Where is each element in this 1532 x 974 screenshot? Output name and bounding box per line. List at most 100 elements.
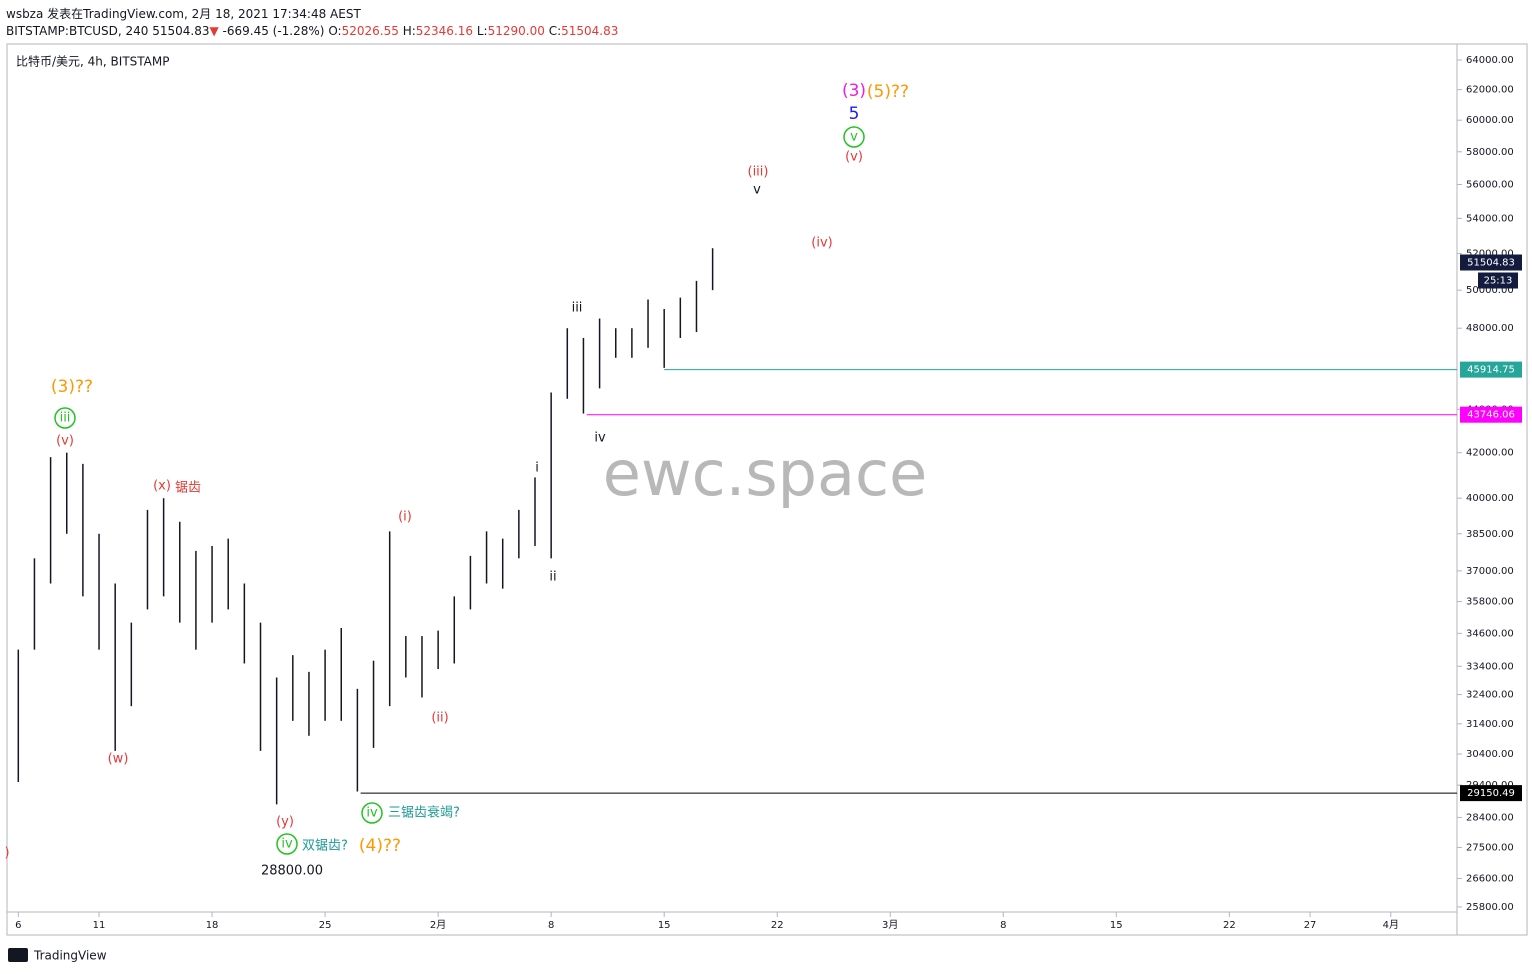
annotation: ): [4, 846, 9, 861]
y-tick-label: 62000.00: [1466, 85, 1514, 96]
y-tick-label: 50000.00: [1466, 285, 1514, 296]
y-tick-label: 34600.00: [1466, 628, 1514, 639]
x-tick-label: 8: [1000, 920, 1006, 931]
annotation: (4)??: [359, 836, 401, 856]
annotation: i: [535, 461, 539, 476]
annotation: (x): [153, 479, 171, 494]
level-tag-label: 45914.75: [1467, 365, 1515, 376]
annotation: v: [753, 183, 761, 198]
y-tick-label: 25800.00: [1466, 902, 1514, 913]
y-tick-label: 42000.00: [1466, 448, 1514, 459]
y-tick-label: 38500.00: [1466, 529, 1514, 540]
annotation: 锯齿: [175, 481, 201, 496]
x-tick-label: 8: [548, 920, 554, 931]
annotation: (5)??: [867, 82, 909, 102]
x-tick-label: 22: [1223, 920, 1236, 931]
annotation-circle: [361, 802, 383, 824]
annotation-circle: [843, 126, 865, 148]
level-tag-label: 43746.06: [1467, 410, 1515, 421]
arrow: ▼: [209, 24, 219, 38]
annotation: (w): [108, 752, 129, 767]
l-label: L:: [476, 24, 488, 38]
x-tick-label: 6: [15, 920, 21, 931]
x-tick-label: 11: [93, 920, 106, 931]
annotation: (ii): [431, 711, 448, 726]
x-tick-label: 22: [771, 920, 784, 931]
annotation-circle: [54, 407, 76, 429]
brand: TradingView: [33, 949, 107, 963]
quote-line: BITSTAMP:BTCUSD, 240 51504.83▼ -669.45 (…: [6, 23, 618, 40]
annotation: (3)??: [51, 377, 93, 397]
annotation: (i): [398, 510, 412, 525]
countdown: 25:13: [1484, 276, 1513, 287]
annotation: 三锯齿衰竭?: [388, 805, 460, 821]
countdown-tag: [1478, 272, 1518, 289]
symbol-title: 比特币/美元, 4h, BITSTAMP: [16, 54, 169, 69]
y-tick-label: 60000.00: [1466, 115, 1514, 126]
x-tick-label: 4月: [1383, 919, 1399, 931]
publish-line: wsbza 发表在TradingView.com, 2月 18, 2021 17…: [6, 7, 361, 21]
y-tick-label: 52000.00: [1466, 249, 1514, 260]
annotation: (iv): [811, 236, 832, 251]
y-tick-label: 56000.00: [1466, 180, 1514, 191]
y-tick-label: 54000.00: [1466, 213, 1514, 224]
level-tag: [1460, 785, 1522, 802]
y-tick-label: 27500.00: [1466, 842, 1514, 853]
high: 52346.16: [415, 24, 474, 38]
y-tick-label: 28400.00: [1466, 812, 1514, 823]
y-tick-label: 64000.00: [1466, 55, 1514, 66]
annotation: iv: [281, 837, 293, 852]
annotation: 28800.00: [261, 864, 323, 879]
annotation: 5: [849, 104, 860, 124]
annotation: ii: [549, 570, 556, 585]
annotation: (iii): [748, 165, 769, 180]
annotation: (3): [842, 81, 866, 101]
annotation: 双锯齿?: [302, 839, 348, 854]
y-tick-label: 32400.00: [1466, 690, 1514, 701]
c-label: C:: [548, 24, 562, 38]
level-tag-label: 29150.49: [1467, 788, 1515, 799]
annotation: (v): [845, 150, 863, 165]
x-tick-label: 25: [319, 920, 332, 931]
o-label: O:: [328, 24, 342, 38]
y-tick-label: 40000.00: [1466, 493, 1514, 504]
y-tick-label: 31400.00: [1466, 719, 1514, 730]
y-tick-label: 30400.00: [1466, 749, 1514, 760]
open: 52026.55: [341, 24, 399, 38]
level-tag: [1460, 406, 1522, 423]
annotation: iv: [594, 431, 606, 446]
annotation: iii: [60, 411, 71, 426]
h-label: H:: [402, 24, 416, 38]
y-tick-label: 58000.00: [1466, 147, 1514, 158]
annotation: (y): [276, 815, 294, 830]
y-tick-label: 48000.00: [1466, 323, 1514, 334]
y-tick-label: 33400.00: [1466, 661, 1514, 672]
logo: [8, 948, 28, 962]
low: 51290.00: [487, 24, 545, 38]
last: 51504.83: [152, 24, 210, 38]
annotation: (v): [56, 434, 74, 449]
y-tick-label: 35800.00: [1466, 597, 1514, 608]
price-tag: [1460, 254, 1522, 271]
x-tick-label: 2月: [430, 919, 446, 931]
x-tick-label: 15: [658, 920, 671, 931]
symbol: BITSTAMP:BTCUSD, 240: [6, 24, 149, 38]
x-tick-label: 15: [1110, 920, 1123, 931]
annotation: iii: [572, 301, 583, 316]
close: 51504.83: [561, 24, 619, 38]
x-tick-label: 27: [1304, 920, 1317, 931]
annotation-circle: [276, 833, 298, 855]
y-tick-label: 26600.00: [1466, 873, 1514, 884]
level-tag: [1460, 361, 1522, 378]
change: -669.45 (-1.28%): [222, 24, 325, 38]
header: wsbza 发表在TradingView.com, 2月 18, 2021 17…: [6, 6, 618, 40]
watermark: ewc.space: [603, 437, 928, 510]
x-tick-label: 3月: [882, 919, 898, 931]
annotation: v: [850, 130, 858, 145]
x-tick-label: 18: [206, 920, 219, 931]
y-tick-label: 37000.00: [1466, 566, 1514, 577]
annotation: iv: [366, 806, 378, 821]
price-tag-label: 51504.83: [1467, 258, 1515, 269]
frame: [6, 43, 1528, 936]
